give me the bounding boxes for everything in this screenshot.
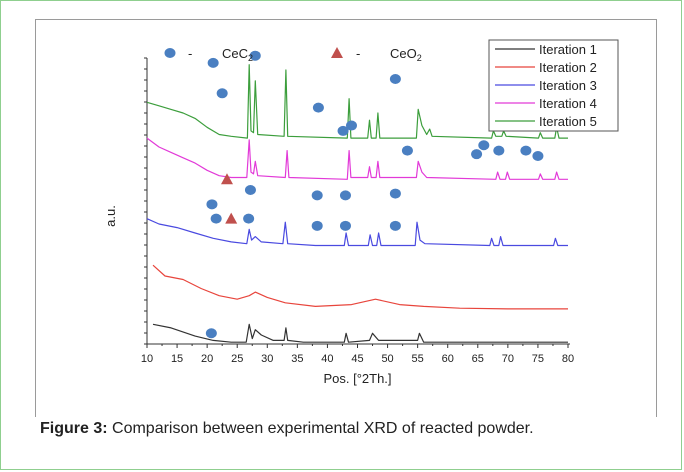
chart-container (35, 19, 657, 417)
legend-label: Iteration 4 (539, 96, 597, 111)
x-tick-label: 15 (171, 353, 183, 365)
ceo2-legend-marker (331, 47, 343, 58)
cec2-marker (389, 220, 401, 231)
cec2-legend-label: CeC2 (222, 46, 253, 63)
xrd-chart: 10 15 20 25 30 35 40 45 50 55 60 65 70 75 80 Pos. [°2Th… (103, 39, 619, 386)
cec2-marker (389, 188, 401, 199)
x-tick-label: 45 (351, 353, 363, 365)
legend-label: Iteration 1 (539, 42, 597, 57)
x-axis-label: Pos. [°2Th.] (323, 371, 391, 386)
cec2-marker (339, 220, 351, 231)
x-tick-label: 40 (321, 353, 333, 365)
ceo2-marker (225, 212, 238, 224)
cec2-marker (205, 328, 217, 339)
x-tick-label: 25 (231, 353, 243, 365)
cec2-marker (401, 145, 413, 156)
series-line-iteration-1 (152, 323, 568, 343)
cec2-marker (532, 150, 544, 161)
cec2-marker (520, 145, 532, 156)
x-tick-label: 55 (412, 353, 424, 365)
ceo2-legend-dash: - (356, 46, 360, 61)
series-line-iteration-2 (152, 264, 568, 310)
x-tick-label: 75 (532, 353, 544, 365)
x-tick-label: 65 (472, 353, 484, 365)
cec2-marker (337, 125, 349, 136)
x-tick-label: 50 (381, 353, 393, 365)
series-line-iteration-3 (146, 218, 568, 247)
ceo2-legend-label: CeO2 (390, 46, 422, 63)
cec2-marker (210, 213, 222, 224)
cec2-legend-marker (164, 48, 176, 58)
cec2-marker (249, 50, 261, 61)
cec2-marker (493, 145, 505, 156)
series-line-iteration-4 (146, 137, 568, 180)
cec2-marker (312, 102, 324, 113)
series-line-iteration-5 (146, 64, 568, 139)
cec2-marker (216, 88, 228, 99)
x-tick-label: 35 (291, 353, 303, 365)
x-tick-label: 10 (141, 353, 153, 365)
cec2-marker (311, 220, 323, 231)
caption-text: Comparison between experimental XRD of r… (112, 420, 534, 437)
cec2-marker (311, 190, 323, 201)
cec2-marker (206, 199, 218, 210)
cec2-marker (389, 73, 401, 84)
cec2-marker (471, 149, 483, 160)
x-tick-label: 70 (502, 353, 514, 365)
x-tick-label: 80 (562, 353, 574, 365)
ceo2-marker (220, 173, 233, 185)
legend-label: Iteration 5 (539, 114, 597, 129)
cec2-marker (244, 185, 256, 195)
x-tick-label: 60 (442, 353, 454, 365)
x-tick-label: 30 (261, 353, 273, 365)
cec2-marker (243, 213, 255, 224)
cec2-marker (207, 57, 219, 68)
figure-caption: Figure 3: Comparison between experimenta… (8, 418, 676, 440)
x-tick-label: 20 (201, 353, 213, 365)
legend-label: Iteration 2 (539, 60, 597, 75)
cec2-marker (345, 120, 357, 131)
cec2-marker (339, 190, 351, 201)
caption-label: Figure 3: (40, 420, 108, 437)
cec2-legend-dash: - (188, 46, 192, 61)
cec2-marker (478, 140, 490, 151)
y-axis-label: a.u. (103, 205, 118, 227)
legend-label: Iteration 3 (539, 78, 597, 93)
